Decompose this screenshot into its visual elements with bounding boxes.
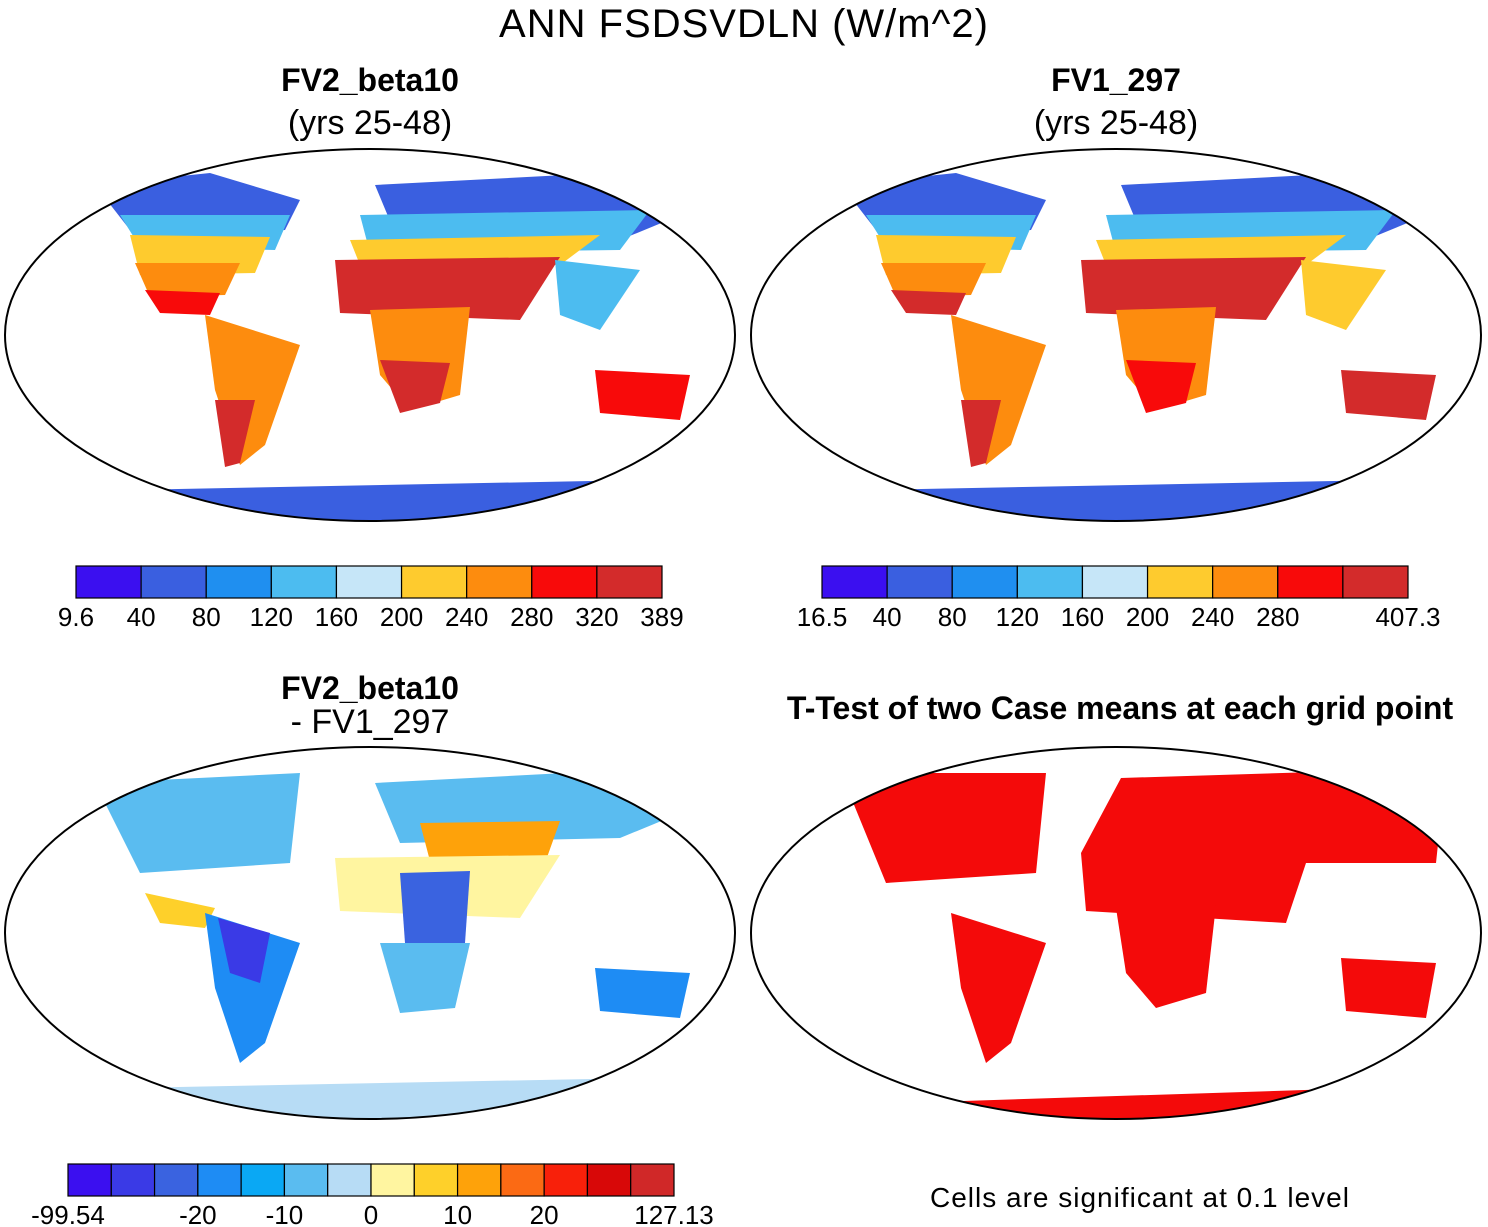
colorbar-model-b-swatch-0: [821, 565, 888, 599]
panel2-title: FV1_297: [1051, 62, 1181, 98]
colorbar-difference-swatch-4: [240, 1163, 286, 1197]
map-field-model-a: [95, 170, 705, 521]
colorbar-model-a-swatch-2: [205, 565, 272, 599]
colorbar-difference-swatch-3: [197, 1163, 242, 1197]
colorbar-model-b-label-1: 40: [873, 602, 902, 632]
panel1-subtitle: (yrs 25-48): [287, 104, 453, 142]
colorbar-model-a-swatch-0: [75, 565, 142, 599]
colorbar-difference-label-0: -99.54: [31, 1200, 105, 1227]
colorbar-model-a-label-9: 389: [640, 602, 683, 632]
colorbar-difference-swatch-12: [586, 1163, 632, 1197]
colorbar-model-b-label-0: 16.5: [797, 602, 848, 632]
colorbar-difference-swatch-5: [283, 1163, 329, 1197]
colorbar-difference-swatch-8: [413, 1163, 459, 1197]
colorbar-model-a: 9.6 40 80 120 160 200 240 280 320 389: [58, 565, 684, 632]
colorbar-model-b-label-9: 407.3: [1375, 602, 1440, 632]
colorbar-difference-swatch-13: [630, 1163, 675, 1197]
colorbar-model-b-swatch-6: [1212, 565, 1279, 599]
panel2-subtitle: (yrs 25-48): [1033, 104, 1199, 142]
panel4-title: T-Test of two Case means at each grid po…: [786, 690, 1454, 726]
colorbar-model-b-label-3: 120: [996, 602, 1039, 632]
colorbar-model-b-label-4: 160: [1061, 602, 1104, 632]
colorbar-model-b-swatch-7: [1277, 565, 1344, 599]
colorbar-model-a-swatch-4: [335, 565, 403, 599]
colorbar-difference-label-11: 20: [530, 1200, 559, 1227]
map-field-model-b: [841, 170, 1451, 521]
map-field-difference: [95, 768, 705, 1119]
colorbar-model-b-swatch-3: [1016, 565, 1084, 599]
map-panel-model-a: [4, 148, 736, 522]
colorbar-model-a-label-7: 280: [510, 602, 553, 632]
colorbar-model-b-label-7: 280: [1256, 602, 1299, 632]
significance-note: Cells are significant at 0.1 level: [930, 1182, 1350, 1213]
colorbar-difference-label-7: 0: [364, 1200, 378, 1227]
colorbar-model-a-label-8: 320: [575, 602, 618, 632]
colorbar-difference: -99.54 -20 -10 0 10 20 127.13: [31, 1163, 714, 1227]
map-panel-ttest: [750, 746, 1482, 1120]
colorbar-model-b-label-5: 200: [1126, 602, 1169, 632]
colorbar-difference-swatch-6: [327, 1163, 372, 1197]
colorbar-model-b-swatch-1: [886, 565, 953, 599]
colorbar-model-b-swatch-2: [951, 565, 1018, 599]
colorbar-model-b-label-6: 240: [1191, 602, 1234, 632]
colorbar-model-a-label-4: 160: [315, 602, 358, 632]
colorbar-model-a-swatch-6: [466, 565, 533, 599]
colorbar-difference-label-14: 127.13: [634, 1200, 714, 1227]
map-panel-model-b: [750, 148, 1482, 522]
colorbar-difference-swatch-1: [110, 1163, 156, 1197]
colorbar-model-b-label-2: 80: [938, 602, 967, 632]
colorbar-difference-swatch-11: [543, 1163, 589, 1197]
colorbar-model-a-label-0: 9.6: [58, 602, 94, 632]
panel3-subtitle: - FV1_297: [290, 703, 450, 741]
colorbar-model-a-swatch-5: [400, 565, 468, 599]
colorbar-model-a-label-2: 80: [192, 602, 221, 632]
colorbar-difference-swatch-2: [153, 1163, 199, 1197]
colorbar-difference-swatch-10: [500, 1163, 545, 1197]
colorbar-model-a-swatch-1: [140, 565, 207, 599]
colorbar-difference-swatch-7: [370, 1163, 415, 1197]
colorbar-difference-label-9: 10: [443, 1200, 472, 1227]
colorbar-model-b-swatch-5: [1146, 565, 1214, 599]
colorbar-model-a-swatch-7: [531, 565, 598, 599]
colorbar-model-a-label-3: 120: [250, 602, 293, 632]
panel1-title: FV2_beta10: [281, 62, 459, 98]
colorbar-model-b: 16.5 40 80 120 160 200 240 280 407.3: [797, 565, 1441, 632]
colorbar-model-a-swatch-3: [270, 565, 338, 599]
colorbar-difference-label-3: -20: [179, 1200, 217, 1227]
colorbar-model-a-label-1: 40: [127, 602, 156, 632]
panel3-title: FV2_beta10: [281, 670, 459, 706]
colorbar-model-b-swatch-4: [1081, 565, 1149, 599]
figure-title: ANN FSDSVDLN (W/m^2): [499, 2, 989, 46]
colorbar-model-a-swatch-8: [596, 565, 663, 599]
colorbar-model-a-label-5: 200: [380, 602, 423, 632]
map-panel-difference: [4, 746, 736, 1120]
map-field-ttest: [841, 768, 1446, 1119]
colorbar-difference-swatch-9: [456, 1163, 502, 1197]
colorbar-model-a-label-6: 240: [445, 602, 488, 632]
colorbar-model-b-swatch-8: [1342, 565, 1409, 599]
colorbar-difference-swatch-0: [67, 1163, 112, 1197]
colorbar-difference-label-5: -10: [266, 1200, 304, 1227]
